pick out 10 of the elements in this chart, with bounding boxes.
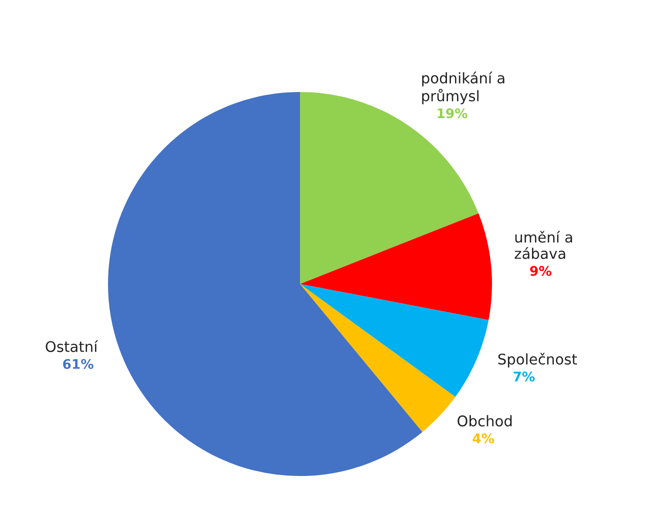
slice-label: Společnost: [498, 352, 577, 368]
slice-label: Ostatní: [46, 340, 98, 352]
slice-label: Obchod: [458, 415, 512, 426]
data-label: 19%: [438, 108, 468, 118]
data-label: 9%: [530, 266, 552, 276]
slice-label: podnikání a průmysl: [422, 72, 504, 104]
slice-label: umění a zábava: [514, 230, 572, 260]
data-label: 61%: [63, 358, 94, 369]
data-label: 4%: [472, 433, 494, 444]
data-label: 7%: [514, 372, 535, 382]
